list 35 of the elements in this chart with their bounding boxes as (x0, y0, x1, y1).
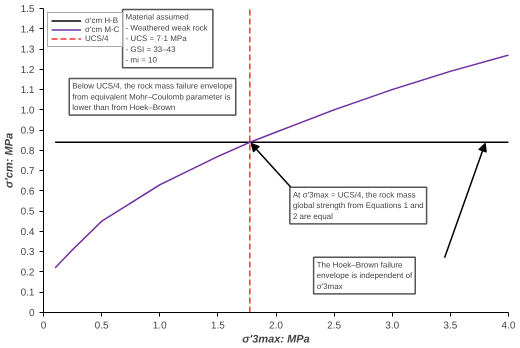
y-tick-label: 1.1 (20, 85, 35, 96)
x-tick-label: 3.5 (443, 320, 458, 332)
y-tick-label: 0 (28, 308, 35, 319)
y-tick-label: 0.6 (20, 186, 35, 198)
x-tick-label: 2.5 (327, 320, 342, 332)
y-tick-label: 0.8 (20, 146, 35, 157)
y-tick-label: 1.3 (20, 44, 35, 56)
y-tick-label: 0.7 (20, 166, 35, 178)
x-tick-label: 1.0 (152, 320, 168, 332)
legend-label: σ'cm H-B (85, 16, 118, 25)
x-tick-label: 0 (40, 320, 47, 332)
line-series (54, 54, 508, 269)
y-tick-label: 0.9 (20, 126, 35, 137)
legend-label: UCS/4 (85, 34, 109, 43)
y-tick-label: 1.0 (20, 105, 35, 116)
y-tick-label: 1.5 (20, 4, 35, 15)
y-tick-label: 0.2 (20, 267, 35, 278)
legend-label: σ'cm M-C (85, 25, 120, 34)
y-tick-label: 0.5 (20, 206, 35, 218)
annotation: Below UCS/4, the rock mass failure envelope from equivalent Mohr–Coulomb parameter is lower than from Hoek–Brown (72, 81, 234, 112)
y-tick-label: 0.3 (20, 247, 35, 258)
x-axis-title: σ'3max: MPa (242, 334, 310, 346)
x-tick-label: 3.0 (385, 320, 400, 332)
annotation: The Hoek–Brown failure envelope is independent of σ'3max (316, 260, 414, 291)
x-tick-label: 0.5 (94, 320, 110, 332)
y-tick-label: 0.4 (20, 226, 35, 238)
y-tick-label: 0.1 (20, 288, 35, 299)
y-axis-title: σ'cm: MPa (4, 132, 16, 188)
x-tick-label: 1.5 (210, 320, 226, 332)
y-tick-label: 1.2 (20, 64, 35, 76)
y-tick-label: 1.4 (20, 24, 35, 36)
annotation: At σ'3max = UCS/4, the rock mass global strength from Equations 1 and 2 are equal (292, 190, 424, 221)
x-tick-label: 4.0 (502, 320, 516, 332)
annotation: Material assumed - Weathered weak rock - UCS = 7·1 MPa - GSI = 33–43 - mi = 10 (126, 12, 209, 65)
x-tick-label: 2.0 (269, 320, 284, 332)
